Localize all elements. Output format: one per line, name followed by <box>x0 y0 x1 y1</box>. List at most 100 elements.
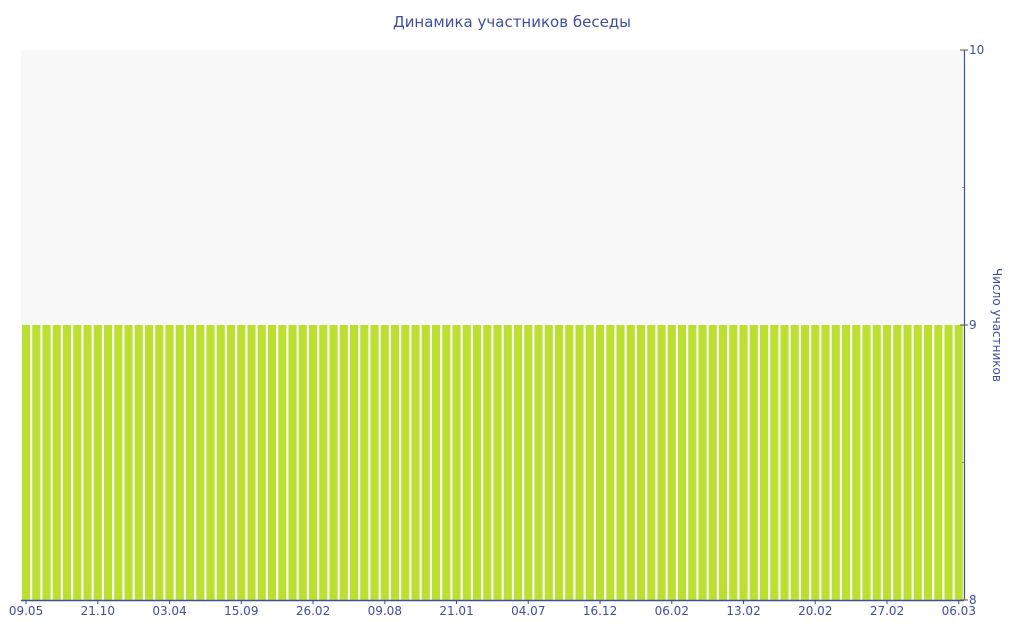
bar <box>247 325 256 600</box>
bar <box>483 325 492 600</box>
bar <box>749 325 758 600</box>
bar <box>165 325 174 600</box>
bar <box>421 325 430 600</box>
bar <box>801 325 810 600</box>
bar <box>339 325 348 600</box>
x-tick-label: 06.03 <box>942 604 976 618</box>
bar <box>688 325 697 600</box>
bar <box>309 325 318 600</box>
bar <box>647 325 656 600</box>
bar <box>278 325 287 600</box>
bar <box>585 325 594 600</box>
y-tick-label: 9 <box>969 318 977 332</box>
bar <box>852 325 861 600</box>
x-tick-label: 21.01 <box>439 604 473 618</box>
bar <box>319 325 328 600</box>
bar <box>329 325 338 600</box>
bar <box>63 325 72 600</box>
x-tick-label: 09.05 <box>9 604 43 618</box>
bar <box>196 325 205 600</box>
bar <box>186 325 195 600</box>
bar <box>237 325 246 600</box>
bar <box>380 325 389 600</box>
bar <box>862 325 871 600</box>
bar <box>719 325 728 600</box>
bar <box>667 325 676 600</box>
bar <box>257 325 266 600</box>
bar <box>432 325 441 600</box>
bar <box>73 325 82 600</box>
bar <box>104 325 113 600</box>
bar <box>555 325 564 600</box>
bar <box>22 325 31 600</box>
bar <box>544 325 553 600</box>
bar <box>411 325 420 600</box>
bar <box>790 325 799 600</box>
bar <box>811 325 820 600</box>
x-tick-label: 03.04 <box>152 604 186 618</box>
chart-title: Динамика участников беседы <box>392 13 632 31</box>
bar <box>524 325 533 600</box>
bar <box>729 325 738 600</box>
bar <box>739 325 748 600</box>
bar <box>760 325 769 600</box>
x-tick-label: 09.08 <box>368 604 402 618</box>
bar <box>206 325 215 600</box>
bar <box>32 325 41 600</box>
bar <box>872 325 881 600</box>
bar <box>114 325 123 600</box>
bar <box>903 325 912 600</box>
bar <box>493 325 502 600</box>
bar <box>216 325 225 600</box>
bar <box>462 325 471 600</box>
bar <box>637 325 646 600</box>
bar <box>596 325 605 600</box>
x-tick-label: 06.02 <box>655 604 689 618</box>
x-tick-label: 26.02 <box>296 604 330 618</box>
bar <box>883 325 892 600</box>
bar <box>227 325 236 600</box>
bar <box>626 325 635 600</box>
bar <box>616 325 625 600</box>
y-axis-label: Число участников <box>990 268 1004 382</box>
bar <box>268 325 277 600</box>
bar <box>350 325 359 600</box>
bar <box>473 325 482 600</box>
x-tick-label: 21.10 <box>81 604 115 618</box>
bar <box>401 325 410 600</box>
bar <box>534 325 543 600</box>
bar <box>503 325 512 600</box>
bar <box>93 325 102 600</box>
bar <box>708 325 717 600</box>
x-tick-label: 16.12 <box>583 604 617 618</box>
bar <box>514 325 523 600</box>
bar <box>52 325 61 600</box>
bar <box>934 325 943 600</box>
bar <box>657 325 666 600</box>
bar <box>145 325 154 600</box>
bar <box>391 325 400 600</box>
x-tick-label: 27.02 <box>870 604 904 618</box>
bar <box>698 325 707 600</box>
bar <box>842 325 851 600</box>
bar <box>924 325 933 600</box>
x-tick-label: 20.02 <box>798 604 832 618</box>
bar <box>821 325 830 600</box>
bar <box>124 325 133 600</box>
bar <box>288 325 297 600</box>
bar <box>606 325 615 600</box>
bar <box>175 325 184 600</box>
bar <box>370 325 379 600</box>
bar <box>452 325 461 600</box>
x-tick-label: 13.02 <box>726 604 760 618</box>
y-tick-label: 8 <box>969 593 977 607</box>
bar <box>944 325 953 600</box>
bar <box>678 325 687 600</box>
bar <box>780 325 789 600</box>
bar <box>831 325 840 600</box>
bar <box>360 325 369 600</box>
bar <box>893 325 902 600</box>
bar <box>83 325 92 600</box>
y-tick-label: 10 <box>969 43 984 57</box>
